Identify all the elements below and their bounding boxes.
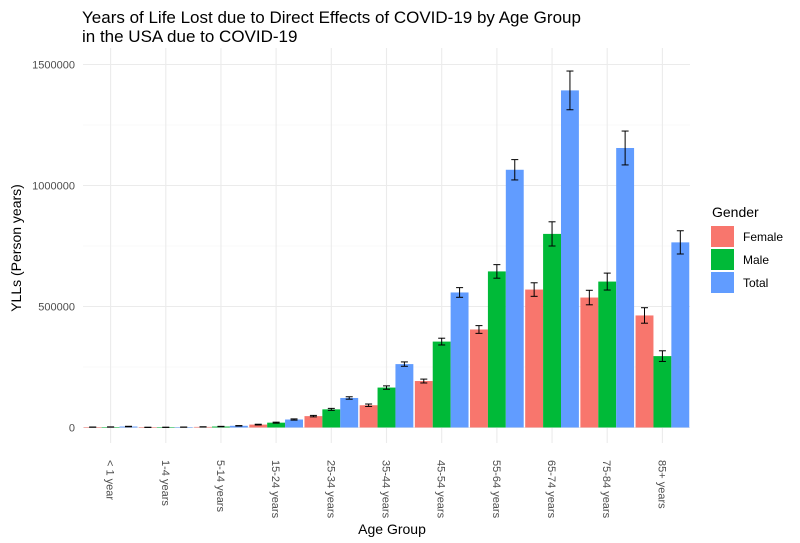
bar-total (285, 419, 303, 428)
y-axis-label: YLLs (Person years) (8, 184, 24, 312)
x-tick-label: 65-74 years (545, 460, 557, 519)
bar-female (304, 416, 323, 428)
bar-male (653, 356, 672, 428)
legend-key-female (711, 226, 734, 247)
bar-male (322, 409, 341, 428)
bar-male (377, 387, 396, 428)
chart-title-line-1: Years of Life Lost due to Direct Effects… (82, 8, 581, 27)
bars (83, 90, 690, 428)
legend-label-female: Female (743, 230, 783, 244)
bar-total (616, 147, 635, 428)
y-tick-label: 1500000 (32, 60, 75, 72)
x-axis-ticks: < 1 year 1-4 years 5-14 years 15-24 years 25… (104, 460, 668, 519)
bar-total (560, 90, 579, 428)
error-bars (89, 70, 684, 428)
x-tick-label: 1-4 years (159, 460, 171, 506)
x-tick-label: 15-24 years (269, 460, 281, 519)
bar-female (249, 424, 268, 428)
bar-total (229, 425, 248, 428)
x-tick-label: 45-54 years (435, 460, 447, 519)
y-tick-label: 1000000 (32, 181, 75, 193)
x-tick-label: 25-34 years (324, 460, 336, 519)
y-axis-ticks: 0 500000 1000000 1500000 (32, 60, 75, 435)
bar-female (414, 381, 433, 428)
bar-female (525, 289, 544, 428)
x-tick-label: 75-84 years (600, 460, 612, 519)
bar-female (580, 297, 599, 428)
bar-total (395, 364, 414, 428)
x-axis-label: Age Group (358, 521, 426, 537)
gridlines (83, 48, 690, 443)
bar-total (450, 292, 469, 428)
bar-total (505, 169, 524, 428)
chart-title-line-2: in the USA due to COVID-19 (82, 27, 297, 46)
legend-key-total (711, 272, 734, 293)
bar-female (470, 329, 488, 428)
bar-male (598, 281, 617, 428)
x-tick-label: 55-64 years (490, 460, 502, 519)
bar-total (671, 242, 690, 428)
legend-key-male (711, 249, 734, 270)
x-tick-label: 85+ years (655, 460, 667, 509)
legend-label-male: Male (743, 253, 769, 267)
bar-male (543, 233, 561, 428)
legend-title: Gender (712, 204, 759, 220)
x-tick-label: < 1 year (104, 460, 116, 500)
bar-female (359, 405, 378, 428)
bar-male (267, 422, 286, 428)
bar-female (635, 315, 654, 428)
legend-items: Female Male Total (711, 226, 783, 293)
legend: Gender Female Male Total (711, 204, 783, 293)
y-tick-label: 0 (69, 423, 75, 435)
bar-male (487, 271, 506, 428)
y-tick-label: 500000 (38, 302, 75, 314)
x-tick-label: 35-44 years (380, 460, 392, 519)
legend-label-total: Total (743, 276, 768, 290)
x-tick-label: 5-14 years (214, 460, 226, 512)
bar-total (340, 397, 359, 428)
bar-male (432, 341, 451, 428)
